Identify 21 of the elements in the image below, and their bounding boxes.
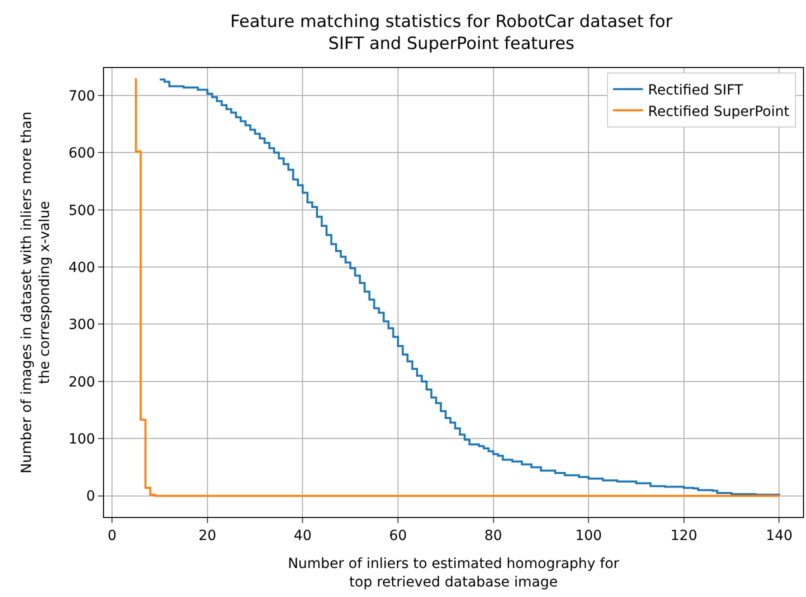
legend-label: Rectified SuperPoint: [648, 104, 790, 120]
y-tick-label: 500: [68, 202, 96, 219]
chart-title: Feature matching statistics for RobotCar dataset for SIFT and SuperPoint features: [230, 12, 672, 54]
x-axis-title: Number of inliers to estimated homography for top retrieved database image: [288, 556, 620, 590]
y-tick-label: 300: [68, 317, 96, 334]
y-tick-label: 700: [68, 88, 96, 104]
y-tick-label: 600: [68, 146, 96, 162]
x-tick-label: 20: [198, 528, 216, 544]
x-tick-label: 120: [670, 528, 698, 544]
y-tick-label: 400: [68, 260, 96, 276]
x-tick-label: 140: [766, 528, 793, 544]
y-tick-label: 100: [68, 432, 96, 448]
x-tick-label: 60: [389, 528, 407, 544]
x-tick-label: 40: [294, 528, 312, 544]
legend-label: Rectified SIFT: [648, 82, 744, 99]
y-tick-label: 200: [68, 374, 96, 390]
x-tick-label: 0: [108, 528, 117, 544]
y-axis-title: Number of images in dataset with inliers more than the corresponding x-value: [18, 112, 54, 474]
x-tick-label: 80: [484, 528, 502, 544]
y-tick-label: 0: [86, 488, 96, 505]
x-tick-label: 100: [575, 528, 602, 544]
